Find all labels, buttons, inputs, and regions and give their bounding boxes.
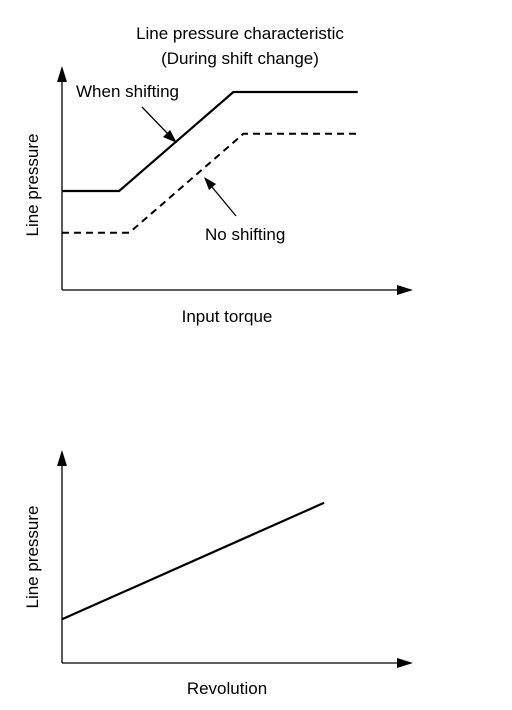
chart-1-title: Line pressure characteristic: [136, 24, 344, 43]
series-when-shifting-label: When shifting: [76, 82, 179, 101]
chart-2-x-axis-label: Revolution: [187, 679, 267, 698]
series-line-pressure-vs-revolution-line: [61, 501, 325, 621]
chart-2-y-axis-label: Line pressure: [23, 505, 42, 608]
series-when-shifting-line: [62, 90, 358, 193]
chart-2-x-axis-arrowhead: [397, 658, 413, 668]
chart-1-x-axis-arrowhead: [397, 285, 413, 295]
chart-1-x-axis-label: Input torque: [182, 307, 273, 326]
series-no-shifting-label: No shifting: [205, 225, 285, 244]
when-shifting-leader-arrow: [141, 106, 177, 143]
chart-line-pressure-vs-revolution: Revolution Line pressure: [23, 450, 413, 698]
no-shifting-leader-arrow: [204, 177, 237, 217]
chart-line-pressure-vs-input-torque: Line pressure characteristic (During shi…: [23, 24, 413, 326]
chart-1-subtitle: (During shift change): [161, 49, 319, 68]
chart-2-y-axis-arrowhead: [57, 450, 67, 466]
chart-1-y-axis-label: Line pressure: [23, 133, 42, 236]
chart-1-y-axis-arrowhead: [57, 66, 67, 82]
